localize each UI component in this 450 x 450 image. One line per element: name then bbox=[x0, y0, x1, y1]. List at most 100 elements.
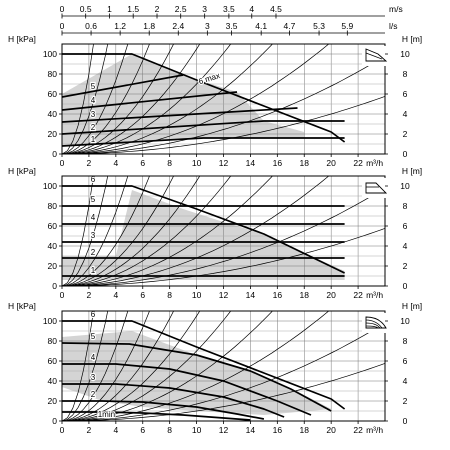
system-curve bbox=[62, 176, 150, 286]
top-axis-tick-label: 1.5 bbox=[127, 4, 139, 14]
top-axis-tick-label: 4.7 bbox=[284, 21, 296, 31]
speed-curves bbox=[62, 53, 346, 147]
system-curve bbox=[62, 44, 273, 154]
x-tick-label: 6 bbox=[140, 425, 145, 435]
speed-curve-label: 6 bbox=[91, 175, 96, 184]
icon-line bbox=[365, 325, 379, 329]
speed-curve-label: 4 bbox=[91, 213, 96, 222]
top-axis-unit-label: l/s bbox=[389, 21, 398, 31]
x-axis: 0 2 4 6 8 10 12 14 16 18 20 22 m³/h bbox=[60, 421, 383, 435]
speed-curve-2 bbox=[62, 400, 265, 420]
speed-curve-label: 5 bbox=[91, 195, 96, 204]
y-tick-label-left: 100 bbox=[43, 181, 57, 191]
x-tick-label: 12 bbox=[219, 425, 229, 435]
y-tick-label-left: 0 bbox=[52, 416, 57, 426]
system-curve bbox=[62, 55, 385, 154]
speed-curve-label: 4 bbox=[91, 353, 96, 362]
y-axis-label-left: H [kPa] bbox=[8, 166, 36, 176]
x-tick-label: 0 bbox=[60, 425, 65, 435]
y-tick-label-right: 8 bbox=[403, 201, 408, 211]
system-curve bbox=[62, 176, 201, 286]
top-axis-tick-label: 1.8 bbox=[143, 21, 155, 31]
system-curve bbox=[62, 311, 109, 421]
x-tick-label: 22 bbox=[353, 290, 363, 300]
y-axis-label-right: H [m] bbox=[402, 34, 422, 44]
top-axis-tick-label: 3 bbox=[205, 21, 210, 31]
y-tick-label-left: 80 bbox=[48, 69, 58, 79]
speed-curve-1 bbox=[62, 137, 345, 147]
y-tick-label-left: 40 bbox=[48, 109, 58, 119]
x-tick-label: 4 bbox=[113, 158, 118, 168]
system-curve bbox=[62, 311, 232, 421]
y-axis-label-left: H [kPa] bbox=[8, 301, 36, 311]
y-tick-label-right: 6 bbox=[403, 221, 408, 231]
speed-curve-6 bbox=[62, 185, 345, 274]
x-tick-label: 22 bbox=[353, 425, 363, 435]
speed-curve-4 bbox=[62, 363, 312, 416]
system-curve bbox=[62, 44, 129, 154]
speed-curve-3 bbox=[62, 383, 285, 418]
y-tick-label-left: 80 bbox=[48, 201, 58, 211]
constant-pressure-icon bbox=[362, 178, 390, 198]
speed-curve-6 bbox=[62, 320, 346, 410]
x-tick-label: 18 bbox=[300, 425, 310, 435]
system-curve bbox=[62, 311, 94, 421]
x-tick-label: 20 bbox=[326, 158, 336, 168]
system-curve bbox=[62, 44, 150, 154]
y-tick-label-left: 20 bbox=[48, 396, 58, 406]
top-axis-tick-label: 5.3 bbox=[313, 21, 325, 31]
y-axis-label-right: H [m] bbox=[402, 301, 422, 311]
top-axis-tick-label: 0 bbox=[60, 21, 65, 31]
x-tick-label: 4 bbox=[113, 425, 118, 435]
y-axis-right: 0 2 4 6 8 10 H [m] bbox=[385, 166, 422, 291]
y-tick-label-left: 60 bbox=[48, 89, 58, 99]
system-curve bbox=[62, 363, 385, 421]
x-axis: 0 2 4 6 8 10 12 14 16 18 20 22 m³/h bbox=[60, 154, 383, 168]
y-axis-left: 0 20 40 60 80 100 H [kPa] bbox=[8, 301, 62, 426]
top-axis-tick-label: 2 bbox=[155, 4, 160, 14]
system-curve bbox=[62, 176, 109, 286]
x-tick-label: 8 bbox=[167, 425, 172, 435]
x-tick-label: 12 bbox=[219, 158, 229, 168]
y-tick-label-right: 2 bbox=[403, 261, 408, 271]
speed-curve-label: 2 bbox=[91, 390, 96, 399]
x-axis-unit-label: m³/h bbox=[366, 290, 383, 300]
x-tick-label: 14 bbox=[246, 158, 256, 168]
y-tick-label-right: 10 bbox=[400, 181, 410, 191]
top-axis-tick-label: 5.9 bbox=[341, 21, 353, 31]
y-tick-label-left: 20 bbox=[48, 261, 58, 271]
x-tick-label: 6 bbox=[140, 158, 145, 168]
top-axis-1: 0 0.6 1.2 1.8 2.4 3 3.5 4.1 4.7 5.3 5.9 l/s bbox=[60, 21, 398, 36]
top-axis-tick-label: 2.5 bbox=[175, 4, 187, 14]
system-curve bbox=[62, 44, 175, 154]
speed-curve-5 bbox=[62, 74, 184, 98]
y-tick-label-left: 20 bbox=[48, 129, 58, 139]
y-tick-label-left: 0 bbox=[52, 149, 57, 159]
y-tick-label-left: 40 bbox=[48, 241, 58, 251]
y-tick-label-right: 10 bbox=[400, 49, 410, 59]
top-axis-tick-label: 0.5 bbox=[80, 4, 92, 14]
proportional-pressure-icon bbox=[362, 46, 390, 66]
y-tick-label-right: 6 bbox=[403, 89, 408, 99]
system-curve bbox=[62, 44, 201, 154]
x-axis: 0 2 4 6 8 10 12 14 16 18 20 22 m³/h bbox=[60, 286, 383, 300]
top-axis-tick-label: 1 bbox=[107, 4, 112, 14]
x-tick-label: 10 bbox=[192, 425, 202, 435]
system-curve bbox=[62, 176, 129, 286]
speed-curve-label: 1min bbox=[98, 410, 115, 419]
top-axis-tick-label: 4.1 bbox=[255, 21, 267, 31]
x-tick-label: 18 bbox=[300, 290, 310, 300]
y-tick-label-right: 2 bbox=[403, 396, 408, 406]
x-tick-label: 2 bbox=[87, 290, 92, 300]
icon-line bbox=[365, 52, 383, 60]
speed-curve-1min bbox=[62, 411, 251, 421]
y-tick-label-right: 8 bbox=[403, 336, 408, 346]
y-tick-label-right: 8 bbox=[403, 69, 408, 79]
y-tick-label-right: 10 bbox=[400, 316, 410, 326]
speed-curve-4 bbox=[62, 91, 238, 111]
system-curve bbox=[62, 96, 385, 154]
y-tick-label-right: 2 bbox=[403, 129, 408, 139]
